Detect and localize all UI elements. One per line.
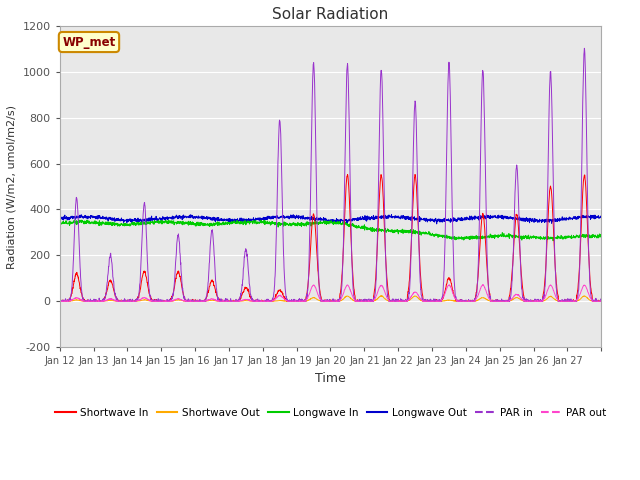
PAR out [56, 299, 64, 304]
Shortwave Out [227, 298, 234, 304]
PAR out [590, 299, 598, 304]
Longwave Out [598, 214, 605, 219]
PAR out [525, 299, 532, 304]
Shortwave Out [363, 298, 371, 304]
Longwave Out [494, 213, 502, 218]
PAR in [56, 297, 63, 303]
Shortwave Out [525, 298, 532, 304]
Shortwave In [364, 298, 371, 304]
Longwave Out [590, 214, 598, 220]
Longwave Out [110, 217, 118, 223]
X-axis label: Time: Time [315, 372, 346, 385]
Longwave In [110, 219, 118, 225]
Shortwave In [493, 299, 501, 304]
Shortwave In [590, 299, 598, 304]
Longwave In [493, 232, 501, 238]
PAR out [364, 299, 371, 304]
PAR in [598, 299, 605, 304]
Shortwave Out [110, 298, 118, 304]
Longwave Out [525, 216, 532, 222]
PAR out [598, 299, 605, 304]
PAR in [590, 299, 598, 304]
Shortwave In [56, 299, 63, 304]
Shortwave In [598, 299, 605, 304]
PAR out [56, 299, 63, 304]
Longwave In [524, 234, 532, 240]
PAR in [227, 299, 235, 304]
Shortwave Out [56, 298, 63, 304]
Longwave Out [227, 217, 234, 223]
Shortwave Out [378, 293, 385, 299]
Shortwave Out [598, 298, 605, 304]
Shortwave In [344, 171, 351, 177]
Shortwave Out [522, 299, 530, 304]
Text: WP_met: WP_met [62, 36, 116, 48]
Legend: Shortwave In, Shortwave Out, Longwave In, Longwave Out, PAR in, PAR out: Shortwave In, Shortwave Out, Longwave In… [51, 404, 610, 422]
PAR out [494, 298, 502, 304]
Shortwave Out [493, 298, 501, 304]
Line: Longwave Out: Longwave Out [60, 215, 602, 224]
Line: PAR out: PAR out [60, 285, 602, 301]
Longwave In [227, 221, 235, 227]
Shortwave In [227, 299, 234, 304]
PAR in [110, 284, 118, 290]
Longwave In [590, 233, 598, 239]
Line: PAR in: PAR in [60, 48, 602, 301]
PAR out [110, 297, 118, 303]
PAR in [493, 298, 501, 304]
Y-axis label: Radiation (W/m2, umol/m2/s): Radiation (W/m2, umol/m2/s) [7, 105, 17, 268]
Shortwave In [110, 287, 118, 293]
Line: Longwave In: Longwave In [60, 220, 602, 241]
Line: Shortwave Out: Shortwave Out [60, 296, 602, 301]
PAR in [364, 297, 371, 302]
Longwave In [364, 227, 371, 233]
PAR out [227, 298, 235, 304]
Longwave In [56, 221, 63, 227]
PAR in [580, 46, 588, 51]
Longwave Out [388, 212, 396, 217]
Shortwave In [524, 298, 532, 304]
Title: Solar Radiation: Solar Radiation [273, 7, 388, 22]
Longwave In [549, 238, 557, 244]
Longwave Out [363, 216, 371, 222]
Longwave Out [433, 221, 440, 227]
Longwave In [598, 233, 605, 239]
Shortwave Out [590, 298, 598, 304]
PAR out [479, 282, 487, 288]
Longwave Out [56, 216, 63, 222]
PAR in [524, 299, 532, 304]
Line: Shortwave In: Shortwave In [60, 174, 602, 301]
Longwave In [75, 217, 83, 223]
PAR in [56, 299, 64, 304]
